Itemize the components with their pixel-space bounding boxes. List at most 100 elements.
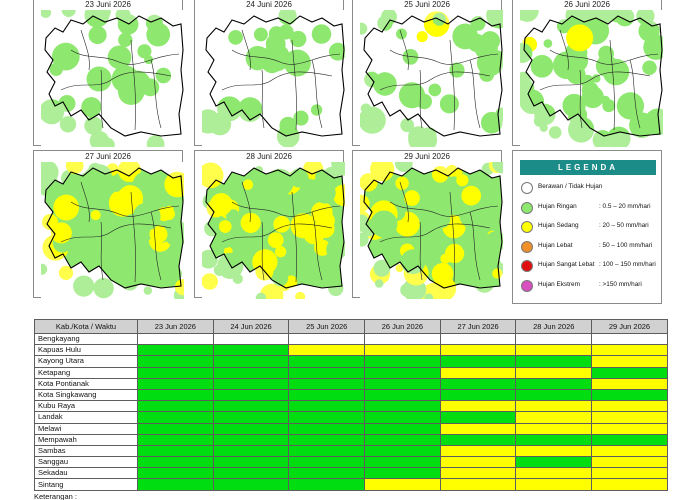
legend-item: Hujan Lebat: 50 – 100 mm/hari bbox=[520, 240, 662, 254]
legend-swatch bbox=[521, 260, 533, 272]
legend-swatch bbox=[521, 221, 533, 233]
legend-range: : 20 – 50 mm/hari bbox=[599, 222, 649, 229]
forecast-cell bbox=[515, 467, 593, 480]
map-date-label: 29 Juni 2026 bbox=[404, 152, 450, 161]
map-date-label: 25 Juni 2026 bbox=[404, 0, 450, 9]
forecast-cell bbox=[137, 344, 214, 357]
legend-label: Hujan Ringan bbox=[538, 202, 577, 210]
forecast-cell bbox=[212, 400, 290, 413]
forecast-cell bbox=[288, 332, 366, 346]
region-name: Landak bbox=[34, 411, 138, 424]
table-row: Melawi bbox=[34, 422, 668, 435]
legend-label: Berawan / Tidak Hujan bbox=[538, 183, 603, 190]
region-name: Sintang bbox=[34, 478, 138, 491]
forecast-cell bbox=[137, 377, 214, 390]
forecast-cell bbox=[137, 444, 214, 458]
forecast-cell bbox=[591, 366, 668, 379]
forecast-cell bbox=[288, 456, 366, 469]
forecast-cell bbox=[288, 444, 366, 458]
forecast-cell bbox=[212, 422, 290, 435]
region-name: Sanggau bbox=[34, 456, 138, 469]
forecast-cell bbox=[591, 377, 668, 390]
table-header-date: 27 Jun 2026 bbox=[439, 319, 517, 334]
legend-range: : 100 – 150 mm/hari bbox=[599, 261, 656, 268]
forecast-cell bbox=[439, 332, 517, 346]
forecast-cell bbox=[364, 400, 441, 413]
legend-panel: LEGENDA Berawan / Tidak Hujan Hujan Ringa… bbox=[512, 150, 662, 304]
forecast-cell bbox=[439, 411, 517, 424]
table-header-region: Kab./Kota / Waktu bbox=[34, 319, 138, 334]
region-name: Melawi bbox=[34, 422, 138, 435]
forecast-cell bbox=[515, 456, 593, 469]
legend-item: Hujan Ringan: 0.5 – 20 mm/hari bbox=[520, 201, 662, 215]
legend-item: Hujan Ekstrem: >150 mm/hari bbox=[520, 279, 662, 293]
region-name: Ketapang bbox=[34, 366, 138, 379]
forecast-cell bbox=[439, 388, 517, 402]
forecast-cell bbox=[515, 332, 593, 346]
legend-label: Hujan Ekstrem bbox=[538, 280, 580, 288]
forecast-cell bbox=[288, 377, 366, 390]
forecast-cell bbox=[439, 433, 517, 446]
rainfall-map bbox=[41, 10, 184, 147]
forecast-cell bbox=[137, 366, 214, 379]
table-row: Sanggau bbox=[34, 456, 668, 469]
map-panel: 25 Juni 2026 bbox=[352, 0, 503, 147]
forecast-cell bbox=[515, 422, 593, 435]
forecast-cell bbox=[591, 411, 668, 424]
forecast-cell bbox=[364, 355, 441, 368]
table-row: Kapuas Hulu bbox=[34, 344, 668, 357]
legend-item: Berawan / Tidak Hujan bbox=[520, 181, 662, 195]
table-row: Mempawah bbox=[34, 433, 668, 446]
map-date-label: 26 Juni 2026 bbox=[564, 0, 610, 9]
table-row: Landak bbox=[34, 411, 668, 424]
forecast-cell bbox=[364, 422, 441, 435]
forecast-cell bbox=[137, 478, 214, 491]
forecast-cell bbox=[364, 411, 441, 424]
forecast-cell bbox=[137, 388, 214, 402]
legend-label: Hujan Sangat Lebat bbox=[538, 261, 595, 268]
forecast-cell bbox=[439, 456, 517, 469]
forecast-cell bbox=[591, 388, 668, 402]
table-row: Sintang bbox=[34, 478, 668, 491]
forecast-cell bbox=[439, 400, 517, 413]
forecast-cell bbox=[288, 411, 366, 424]
forecast-cell bbox=[212, 467, 290, 480]
forecast-cell bbox=[212, 344, 290, 357]
forecast-cell bbox=[288, 400, 366, 413]
map-date-label: 24 Juni 2026 bbox=[246, 0, 292, 9]
forecast-cell bbox=[591, 400, 668, 413]
legend-label: Hujan Sedang bbox=[538, 222, 579, 229]
forecast-cell bbox=[515, 344, 593, 357]
legend-swatch bbox=[521, 279, 533, 292]
table-header-date: 28 Jun 2026 bbox=[515, 319, 593, 334]
region-name: Kayong Utara bbox=[34, 355, 138, 368]
forecast-cell bbox=[591, 332, 668, 346]
forecast-cell bbox=[515, 377, 593, 390]
forecast-cell bbox=[288, 467, 366, 480]
forecast-cell bbox=[515, 366, 593, 379]
map-panel: 29 Juni 2026 bbox=[352, 150, 503, 299]
legend-swatch bbox=[521, 201, 533, 214]
legend-item: Hujan Sangat Lebat : 100 – 150 mm/hari bbox=[520, 259, 662, 273]
forecast-cell bbox=[591, 355, 668, 368]
forecast-cell bbox=[515, 444, 593, 458]
forecast-cell bbox=[212, 366, 290, 379]
forecast-cell bbox=[288, 344, 366, 357]
table-row: Bengkayang bbox=[34, 332, 668, 346]
forecast-cell bbox=[591, 467, 668, 480]
forecast-cell bbox=[288, 422, 366, 435]
region-name: Kota Singkawang bbox=[34, 388, 138, 402]
rainfall-map bbox=[520, 10, 663, 147]
forecast-cell bbox=[364, 377, 441, 390]
region-name: Mempawah bbox=[34, 433, 138, 446]
forecast-cell bbox=[212, 478, 290, 491]
map-panel: 26 Juni 2026 bbox=[512, 0, 663, 147]
forecast-cell bbox=[364, 467, 441, 480]
legend-item: Hujan Sedang : 20 – 50 mm/hari bbox=[520, 220, 662, 234]
forecast-cell bbox=[212, 411, 290, 424]
table-header-date: 29 Jun 2026 bbox=[591, 319, 668, 334]
table-row: Kayong Utara bbox=[34, 355, 668, 368]
map-panel: 27 Juni 2026 bbox=[33, 150, 184, 299]
forecast-cell bbox=[212, 444, 290, 458]
forecast-cell bbox=[364, 388, 441, 402]
